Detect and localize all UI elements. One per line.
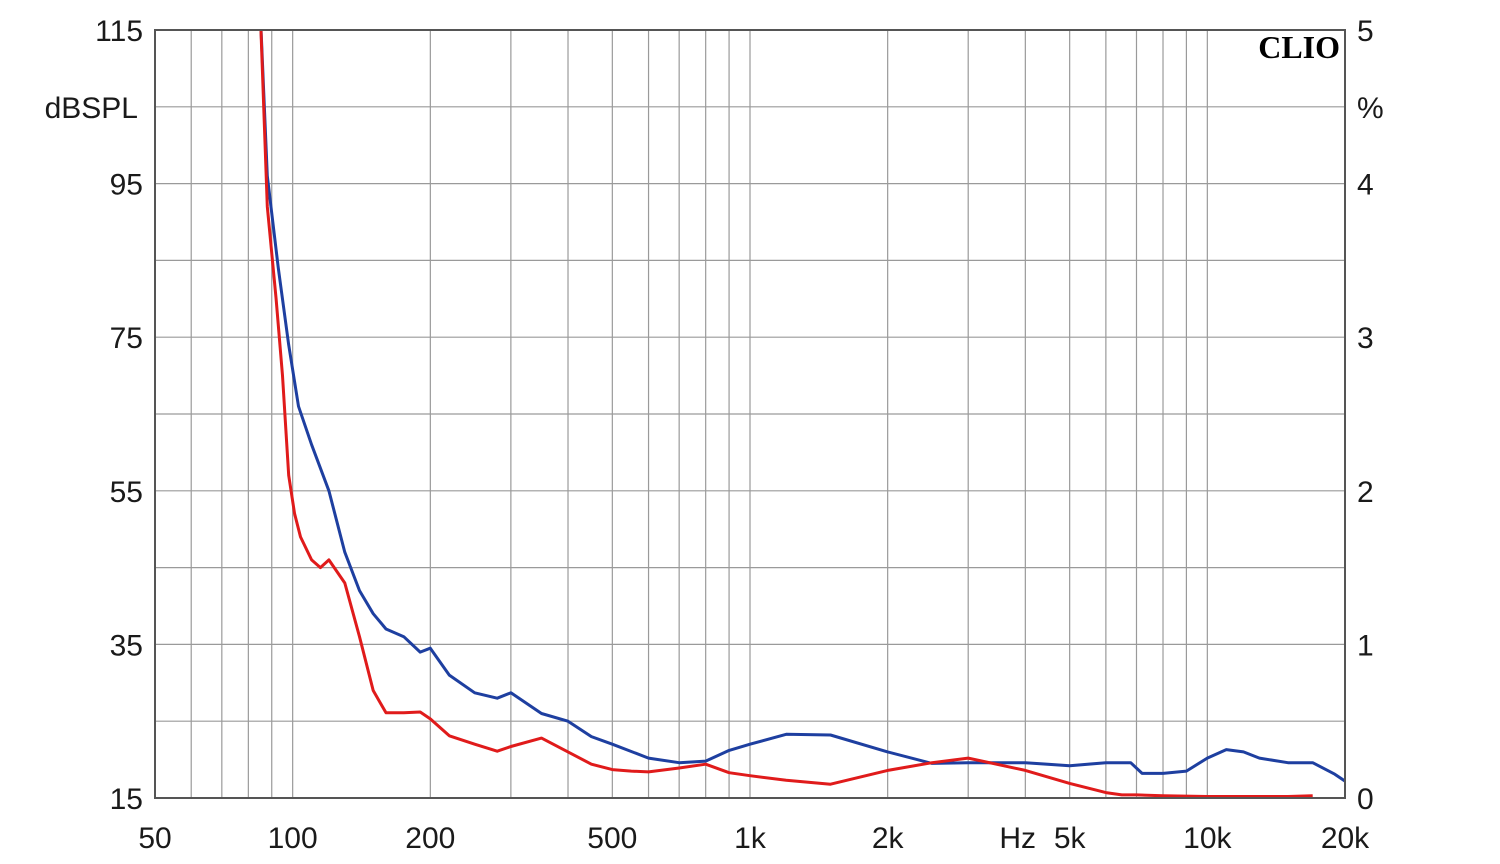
series-group [259,30,1345,798]
x-tick-label: 10k [1183,822,1232,855]
x-tick-label: 500 [587,822,637,855]
y-left-tick-label: 115 [95,15,143,48]
y-left-tick-label: 95 [110,169,143,202]
x-tick-label: 100 [268,822,318,855]
x-tick-label: 200 [405,822,455,855]
series-line-red [259,30,1313,798]
tick-labels: 50 100 200 500 1k 2k 5k 10k 20k Hz 115 95 75 55 35 15 5 4… [95,15,1374,855]
y-right-tick-label: 1 [1357,629,1374,662]
y-left-tick-label: 35 [110,629,143,662]
x-tick-label: 50 [138,822,171,855]
y-right-tick-label: 5 [1357,15,1374,48]
series-line-blue [259,30,1345,783]
x-tick-label: 2k [872,822,905,855]
y-right-axis-label: % [1357,92,1384,125]
clio-brand-label: CLIO [1258,29,1340,65]
y-right-tick-label: 4 [1357,169,1374,202]
grid-lines [154,29,1346,799]
y-right-tick-label: 3 [1357,322,1374,355]
y-left-tick-label: 15 [110,783,143,816]
x-tick-label: 5k [1054,822,1087,855]
x-axis-label: Hz [999,822,1036,855]
x-tick-label: 1k [734,822,767,855]
x-tick-label: 20k [1321,822,1370,855]
y-left-axis-label: dBSPL [45,92,138,125]
y-left-tick-label: 55 [110,476,143,509]
y-right-tick-label: 2 [1357,476,1374,509]
y-left-tick-label: 75 [110,322,143,355]
y-right-tick-label: 0 [1357,783,1374,816]
plot-frame [154,29,1346,799]
